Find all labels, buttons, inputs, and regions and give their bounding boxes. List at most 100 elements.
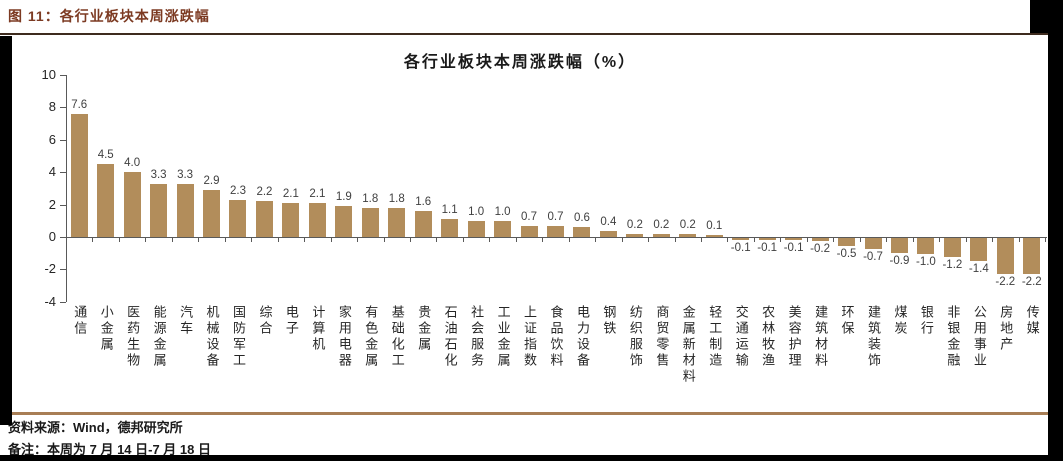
x-tick [304, 237, 306, 242]
x-tick [965, 237, 967, 242]
bar-value-label: 1.8 [388, 192, 405, 205]
category-label: 农林牧渔 [760, 305, 776, 369]
y-tick [60, 75, 66, 76]
category-label: 小金属 [98, 305, 114, 353]
category-label: 通信 [72, 305, 88, 337]
category-label: 国防军工 [230, 305, 246, 369]
x-tick [701, 237, 703, 242]
bar [229, 199, 247, 237]
bar [282, 202, 300, 237]
x-tick [568, 237, 570, 242]
bar-value-label: 4.0 [124, 157, 141, 170]
category-label: 非银金融 [945, 305, 961, 369]
bar [599, 230, 617, 237]
x-tick [277, 237, 279, 242]
x-tick [118, 237, 120, 242]
bar [1023, 238, 1041, 274]
x-tick [66, 237, 67, 242]
bar-value-label: 0.7 [547, 210, 564, 223]
x-tick [515, 237, 517, 242]
x-tick [648, 237, 650, 242]
y-tick [60, 204, 66, 206]
y-tick-label: 0 [48, 229, 56, 244]
y-tick-label: 10 [41, 67, 56, 82]
x-axis-line [66, 237, 1047, 238]
bar-value-label: 1.9 [335, 191, 352, 204]
x-tick [939, 237, 941, 242]
bar-value-label: -0.5 [836, 248, 857, 261]
source-note: 资料来源：Wind，德邦研究所 [8, 420, 183, 435]
bar-value-label: -1.0 [916, 256, 936, 269]
y-tick [60, 301, 66, 303]
bar-value-label: 3.3 [177, 168, 194, 181]
bar [203, 190, 221, 237]
x-tick [224, 237, 226, 242]
category-label: 商贸零售 [654, 305, 670, 369]
x-tick [436, 237, 438, 242]
category-label: 综合 [257, 305, 273, 337]
x-tick [251, 237, 253, 242]
x-tick [727, 237, 729, 242]
category-label: 有色金属 [363, 305, 379, 369]
bar-value-label: -0.2 [810, 243, 830, 256]
x-tick [198, 237, 200, 242]
category-label: 医药生物 [125, 305, 141, 369]
bar [679, 233, 697, 237]
x-tick [780, 237, 782, 242]
bar [705, 235, 723, 237]
x-tick [92, 237, 94, 242]
category-label: 汽车 [178, 305, 194, 337]
bar [970, 238, 988, 261]
category-label: 钢铁 [601, 305, 617, 337]
bar [70, 113, 88, 237]
bar-value-label: 0.2 [653, 218, 670, 231]
left-edge-backdrop [0, 36, 12, 425]
bar [547, 225, 564, 237]
y-axis-line [66, 75, 67, 302]
bar [441, 219, 459, 237]
bar-value-label: -1.4 [968, 262, 989, 275]
category-label: 煤炭 [892, 305, 908, 337]
y-tick [60, 172, 66, 174]
y-tick-label: 6 [48, 131, 56, 147]
bar [732, 238, 750, 240]
category-label: 建筑材料 [813, 305, 829, 369]
x-tick [542, 237, 544, 242]
bottom-black-bar [0, 455, 1063, 461]
category-label: 家用电器 [336, 305, 352, 369]
x-tick [859, 237, 861, 242]
bar-value-label: 2.2 [256, 186, 273, 199]
x-tick [145, 237, 147, 242]
bar [494, 220, 512, 237]
y-tick-label: -2 [44, 261, 56, 277]
x-tick [621, 237, 623, 242]
category-label: 上证指数 [522, 305, 538, 369]
x-tick [833, 237, 835, 242]
category-label: 银行 [918, 305, 934, 337]
right-edge-backdrop [1048, 0, 1063, 461]
bar-value-label: 0.1 [706, 220, 723, 233]
bar-value-label: 1.0 [468, 205, 485, 218]
x-tick [489, 237, 491, 242]
category-label: 社会服务 [469, 305, 485, 369]
bar [996, 238, 1014, 274]
period-note: 备注：本周为 7 月 14 日-7 月 18 日 [8, 442, 211, 457]
x-tick [753, 237, 755, 242]
category-label: 环保 [839, 305, 855, 337]
bar-value-label: -1.2 [942, 259, 963, 272]
x-tick [1018, 237, 1020, 242]
x-tick [357, 237, 359, 242]
bar-value-label: -0.1 [783, 241, 804, 254]
category-label: 食品饮料 [548, 305, 564, 369]
bar [890, 238, 908, 253]
x-tick [330, 237, 332, 242]
bar [864, 238, 882, 250]
x-tick [171, 237, 173, 242]
bar-value-label: 0.6 [573, 212, 590, 225]
bar-value-label: 0.7 [521, 210, 538, 223]
bar [573, 227, 591, 237]
chart-title: 各行业板块本周涨跌幅（%） [403, 54, 637, 71]
category-label: 公用事业 [971, 305, 987, 369]
bar-value-label: 0.2 [626, 218, 643, 231]
bar-value-label: -2.2 [995, 275, 1016, 288]
